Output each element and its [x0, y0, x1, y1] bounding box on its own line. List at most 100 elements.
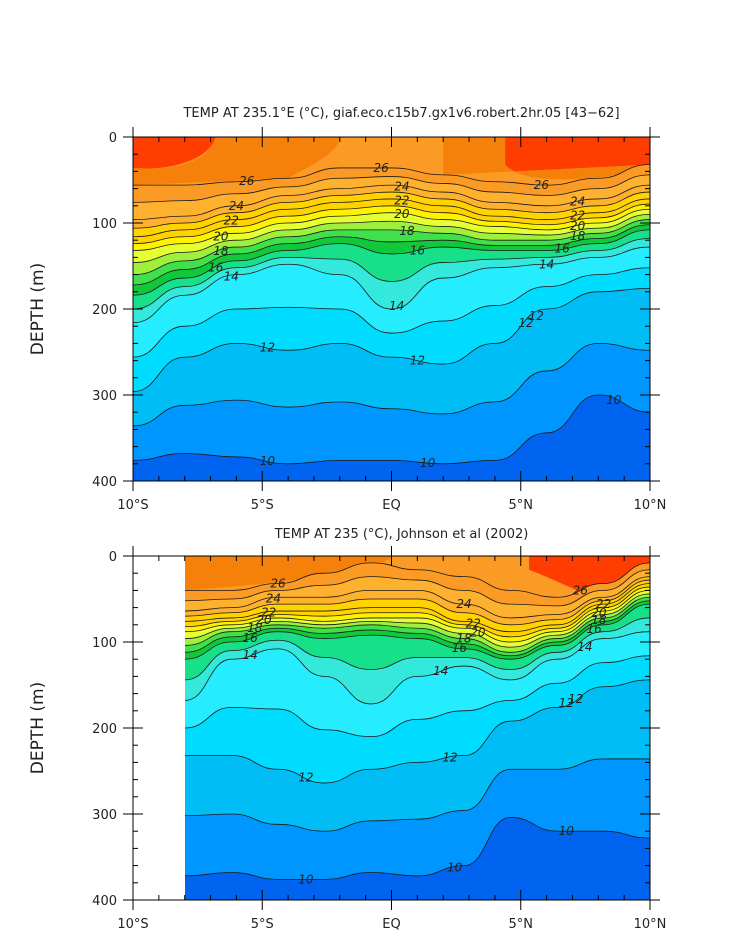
- contour-label: 26: [374, 161, 390, 175]
- x-tick-label: 5°N: [509, 917, 534, 932]
- band-17: [185, 600, 650, 660]
- y-tick-label: 400: [92, 475, 117, 490]
- contour-line: [133, 229, 650, 296]
- contour-line: [185, 586, 650, 638]
- contour-label: 16: [587, 622, 603, 636]
- contour-line: [185, 562, 650, 598]
- contour-line: [133, 164, 650, 186]
- contour-label: 24: [266, 591, 281, 605]
- x-tick-label: 10°N: [634, 498, 667, 513]
- contour-line: [133, 203, 650, 245]
- band-26-west: [133, 137, 340, 186]
- contour-label: 26: [534, 178, 550, 192]
- contour-line: [133, 198, 650, 238]
- contour-label: 18: [591, 613, 607, 627]
- band-23: [133, 192, 650, 237]
- contour-label: 22: [224, 214, 239, 228]
- contour-label: 18: [456, 632, 472, 646]
- contour-line: [133, 174, 650, 203]
- contour-line: [185, 603, 650, 660]
- band-21: [133, 204, 650, 251]
- band-below-10-fill: [133, 395, 650, 481]
- contour-line: [185, 600, 650, 657]
- contour-label: 26: [573, 583, 589, 597]
- band-21: [185, 586, 650, 642]
- contour-label: 10: [260, 454, 276, 468]
- contour-label: 14: [577, 640, 592, 654]
- contour-label: 14: [433, 664, 448, 678]
- contour-line: [133, 238, 650, 310]
- contour-line: [185, 631, 650, 705]
- band-15: [133, 238, 650, 323]
- contour-label: 12: [298, 771, 313, 785]
- band-28-west: [133, 137, 216, 169]
- contour-label: 24: [229, 199, 244, 213]
- x-tick-label: 10°N: [634, 917, 667, 932]
- contour-label: 10: [298, 872, 314, 886]
- chart-title: TEMP AT 235 (°C), Johnson et al (2002): [274, 527, 529, 542]
- y-tick-label: 300: [92, 808, 117, 823]
- contour-line: [185, 617, 650, 681]
- band-25: [185, 569, 650, 618]
- contour-line: [185, 579, 650, 626]
- contour-label: 18: [570, 229, 586, 243]
- contour-line: [133, 267, 650, 358]
- panel-2-field: 2624222018161412102422201816141212102622…: [185, 556, 650, 900]
- contour-label: 14: [224, 270, 239, 284]
- contour-line: [133, 224, 650, 286]
- contour-label: 24: [394, 180, 409, 194]
- band-13: [133, 267, 650, 392]
- contour-label: 12: [529, 309, 544, 323]
- contour-label: 18: [399, 224, 415, 238]
- band-26-east: [443, 137, 650, 180]
- contour-label: 12: [442, 751, 457, 765]
- contour-label: 12: [568, 692, 583, 706]
- band-15: [185, 617, 650, 704]
- contour-label: 18: [247, 621, 263, 635]
- y-tick-label: 0: [109, 550, 117, 565]
- band-19: [133, 214, 650, 275]
- x-tick-label: 10°S: [117, 498, 148, 513]
- y-tick-label: 200: [92, 722, 117, 737]
- contour-label: 12: [260, 341, 275, 355]
- y-tick-label: 0: [109, 131, 117, 146]
- y-axis-label: DEPTH (m): [28, 682, 48, 774]
- band-26-west: [185, 556, 395, 591]
- contour-line: [185, 590, 650, 643]
- contour-label: 10: [420, 456, 436, 470]
- band-25: [133, 174, 650, 220]
- contour-label: 22: [466, 616, 481, 630]
- x-tick-label: 5°S: [251, 498, 274, 513]
- panel-1: 2624222018161412102624222018161412121026…: [28, 106, 666, 513]
- contour-line: [185, 596, 650, 653]
- contour-line: [185, 679, 650, 784]
- contour-label: 20: [213, 229, 229, 243]
- contour-line: [185, 569, 650, 607]
- y-tick-label: 400: [92, 894, 117, 909]
- y-axis-label: DEPTH (m): [28, 263, 48, 355]
- contour-label: 20: [570, 219, 586, 233]
- contour-label: 18: [213, 244, 229, 258]
- contour-label: 26: [239, 174, 255, 188]
- contour-label: 10: [606, 393, 622, 407]
- band-11: [133, 343, 650, 464]
- contour-label: 20: [591, 606, 607, 620]
- contour-label: 14: [539, 257, 554, 271]
- contour-label: 20: [256, 613, 272, 627]
- y-tick-label: 100: [92, 636, 117, 651]
- contour-label: 16: [452, 641, 468, 655]
- contour-label: 22: [394, 193, 409, 207]
- contour-line: [185, 583, 650, 633]
- contour-label: 20: [394, 207, 410, 221]
- contour-line: [185, 576, 650, 619]
- contour-line: [185, 655, 650, 738]
- contour-line: [133, 394, 650, 465]
- x-tick-label: EQ: [382, 498, 400, 513]
- contour-line: [133, 208, 650, 251]
- x-tick-label: 5°N: [509, 498, 534, 513]
- contour-label: 12: [559, 696, 574, 710]
- contour-label: 16: [208, 261, 224, 275]
- contour-label: 22: [596, 597, 611, 611]
- contour-label: 26: [270, 577, 286, 591]
